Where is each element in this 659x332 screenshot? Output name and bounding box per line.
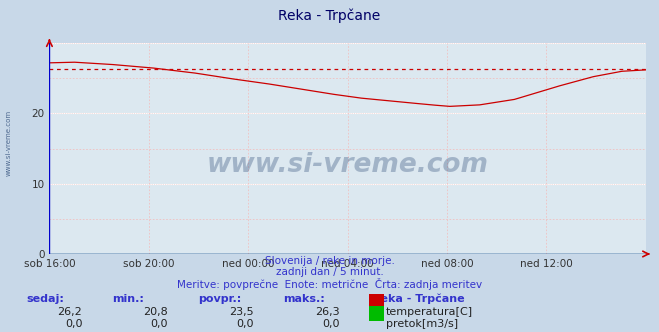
Text: min.:: min.: [112,294,144,304]
Text: pretok[m3/s]: pretok[m3/s] [386,319,458,329]
Text: Meritve: povprečne  Enote: metrične  Črta: zadnja meritev: Meritve: povprečne Enote: metrične Črta:… [177,278,482,290]
Text: 0,0: 0,0 [236,319,254,329]
Text: 0,0: 0,0 [150,319,168,329]
Text: zadnji dan / 5 minut.: zadnji dan / 5 minut. [275,267,384,277]
Text: maks.:: maks.: [283,294,325,304]
Text: Slovenija / reke in morje.: Slovenija / reke in morje. [264,256,395,266]
Text: povpr.:: povpr.: [198,294,241,304]
Text: www.si-vreme.com: www.si-vreme.com [5,110,11,176]
Text: Reka - Trpčane: Reka - Trpčane [372,294,465,304]
Text: 0,0: 0,0 [65,319,82,329]
Text: www.si-vreme.com: www.si-vreme.com [207,152,488,178]
Text: 23,5: 23,5 [229,307,254,317]
Text: temperatura[C]: temperatura[C] [386,307,473,317]
Text: Reka - Trpčane: Reka - Trpčane [278,8,381,23]
Text: 26,2: 26,2 [57,307,82,317]
Text: 0,0: 0,0 [322,319,339,329]
Text: sedaj:: sedaj: [26,294,64,304]
Text: 20,8: 20,8 [143,307,168,317]
Text: 26,3: 26,3 [315,307,339,317]
